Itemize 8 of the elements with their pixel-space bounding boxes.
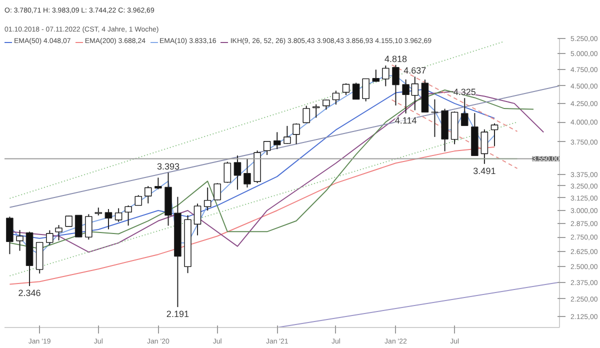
annotation: 2.346 [18,288,41,298]
annotation: 3.491 [473,166,496,176]
annotation: 4.114 [394,115,417,126]
annotation: 2.191 [166,309,189,320]
annotation: 4.637 [404,66,426,76]
annotation: 4.325 [453,87,476,98]
annotation: 4.818 [384,54,407,64]
annotation: 3.393 [157,162,180,172]
